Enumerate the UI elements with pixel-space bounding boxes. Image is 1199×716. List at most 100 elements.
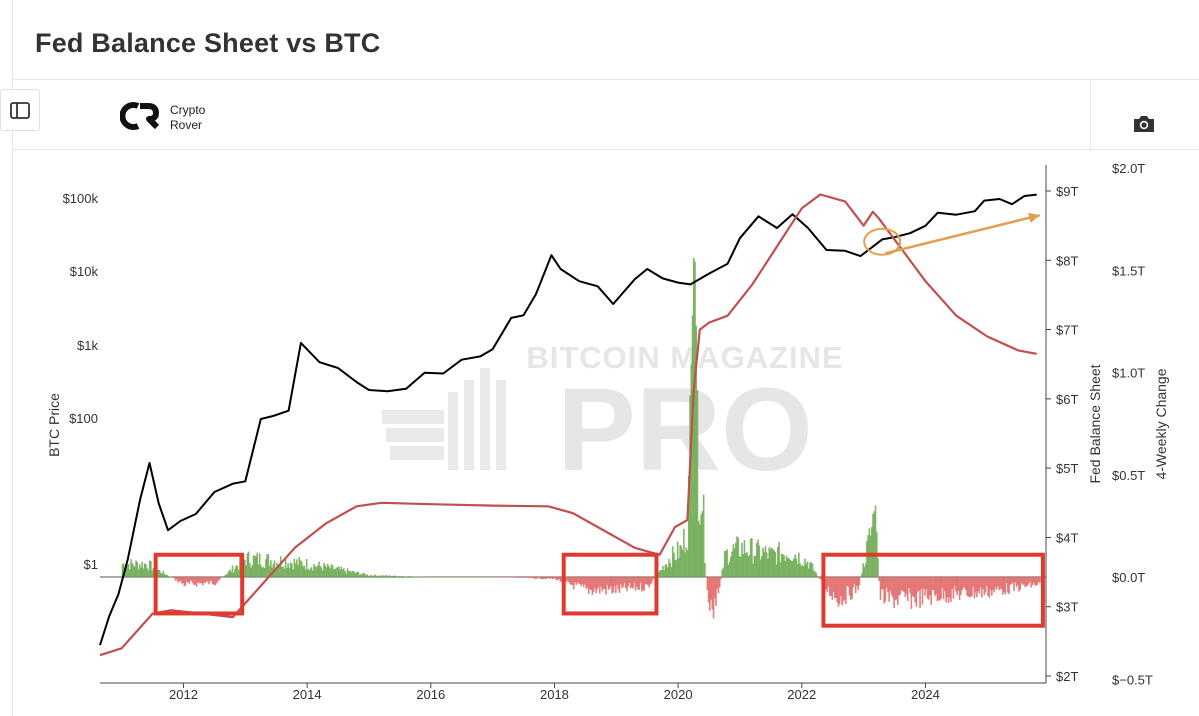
change-bar: [624, 577, 627, 589]
change-bar: [931, 577, 934, 590]
change-bar: [459, 577, 461, 578]
change-bar: [244, 560, 246, 577]
change-tick-label: $1.0T: [1112, 366, 1145, 381]
change-bar: [756, 542, 758, 577]
change-bar: [493, 577, 496, 578]
highlight-box: [821, 552, 1045, 628]
change-bar: [837, 577, 840, 607]
change-bar: [664, 564, 667, 577]
change-bar: [479, 577, 481, 578]
change-bar: [605, 577, 607, 595]
change-bar: [789, 559, 792, 577]
change-bar: [695, 325, 698, 577]
change-bar: [213, 577, 215, 585]
change-bar: [1015, 577, 1018, 588]
change-bar: [495, 577, 497, 578]
change-bar: [159, 572, 162, 577]
logo-text: Crypto Rover: [170, 103, 205, 133]
change-bar: [466, 577, 469, 578]
change-bar: [666, 567, 669, 577]
change-bar: [345, 573, 348, 577]
change-bar: [488, 577, 491, 578]
change-bar: [942, 577, 945, 600]
change-bar: [560, 577, 563, 582]
change-bar: [720, 577, 722, 580]
change-bar: [477, 577, 480, 578]
camera-icon[interactable]: [1132, 114, 1156, 134]
change-bar: [571, 577, 574, 586]
change-bar: [220, 577, 223, 578]
change-bar: [684, 552, 686, 577]
change-bar: [512, 577, 515, 578]
change-bar: [359, 575, 361, 577]
change-bar: [751, 538, 753, 577]
change-bar: [334, 568, 336, 577]
x-tick-label: 2024: [911, 687, 940, 702]
change-bar: [887, 577, 889, 593]
change-bar: [527, 577, 529, 579]
change-bar: [180, 577, 183, 584]
change-bar: [629, 577, 632, 589]
change-bar: [205, 577, 208, 582]
change-bar: [265, 559, 267, 577]
change-bar: [145, 564, 147, 577]
chart-frame: [12, 150, 1199, 716]
change-bar: [856, 577, 858, 587]
change-bar: [945, 577, 947, 603]
change-bar: [597, 577, 600, 587]
change-bar: [868, 528, 871, 577]
change-bar: [480, 577, 482, 578]
change-bar: [767, 558, 769, 577]
change-bar: [914, 577, 916, 603]
change-bar: [966, 577, 968, 596]
change-bar: [439, 577, 442, 578]
change-bar: [1025, 577, 1028, 587]
change-bar: [268, 566, 271, 577]
change-bar: [888, 577, 890, 602]
change-bar: [723, 551, 726, 577]
change-bar: [427, 576, 429, 578]
change-bar: [615, 577, 617, 593]
change-bar: [1009, 577, 1012, 585]
change-bar: [1016, 577, 1019, 586]
change-bar: [357, 572, 360, 577]
change-bar: [288, 567, 291, 577]
change-bar: [814, 571, 816, 577]
change-bar: [721, 569, 723, 577]
change-bar: [559, 577, 561, 582]
change-bar: [967, 577, 970, 597]
change-bar: [692, 257, 695, 577]
change-bar: [336, 567, 339, 577]
change-bar: [330, 564, 333, 577]
change-bar: [798, 552, 800, 577]
change-bar: [517, 577, 519, 578]
change-bar: [355, 572, 357, 577]
change-bar: [927, 577, 930, 600]
change-bar: [935, 577, 937, 595]
change-bar: [589, 577, 591, 590]
change-bar: [323, 562, 325, 577]
change-bar: [961, 577, 963, 591]
change-bar: [623, 577, 626, 584]
change-bar: [900, 577, 903, 591]
change-bar: [596, 577, 599, 590]
change-bar: [987, 577, 989, 596]
change-bar: [231, 565, 234, 577]
change-bar: [733, 548, 736, 577]
change-bar: [142, 568, 145, 577]
btc-tick-label: $1: [84, 557, 98, 572]
sidebar-toggle-button[interactable]: [0, 89, 40, 131]
change-bar: [162, 570, 165, 577]
change-bar: [550, 577, 553, 578]
change-bar: [253, 555, 256, 577]
change-bar: [419, 576, 422, 578]
change-bar: [441, 577, 444, 578]
change-bar: [475, 577, 477, 578]
change-bar: [538, 577, 540, 578]
change-bar: [367, 575, 370, 577]
fed-tick-label: $6T: [1056, 392, 1078, 407]
change-bar: [606, 577, 608, 585]
change-bar: [952, 577, 955, 599]
change-bar: [676, 541, 679, 577]
change-bar: [309, 568, 312, 577]
